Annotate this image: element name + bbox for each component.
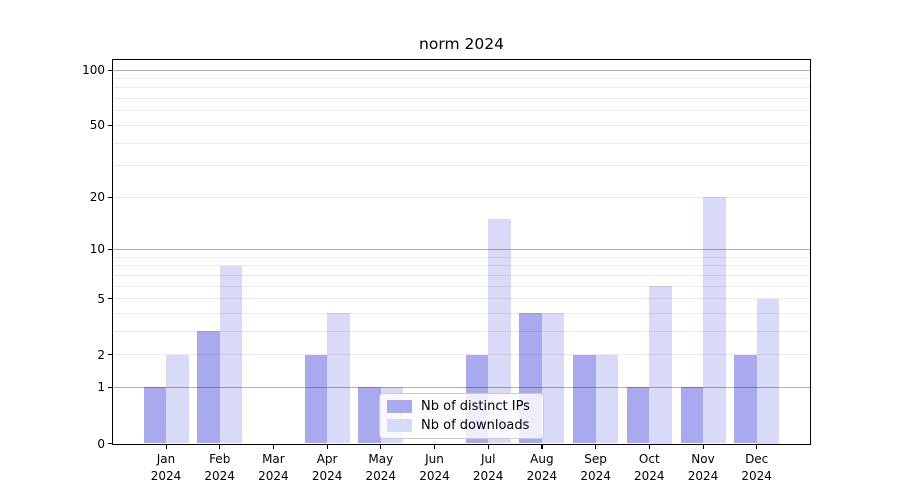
x-tick-mark-aug <box>541 445 543 449</box>
y-axis-tick-label-10: 10 <box>89 242 105 257</box>
bar-distinct-ips-jan <box>143 387 166 444</box>
x-axis-tick-label-jun: Jun 2024 <box>419 452 450 483</box>
gridline-y-30 <box>113 165 810 167</box>
x-axis-tick-label-mar: Mar 2024 <box>258 452 289 483</box>
bar-downloads-sep <box>595 354 619 444</box>
bar-distinct-ips-may <box>358 387 381 444</box>
x-axis-tick-label-oct: Oct 2024 <box>634 452 665 483</box>
chart-title: norm 2024 <box>419 35 504 53</box>
x-tick-mark-feb <box>219 445 221 449</box>
x-tick-mark-mar <box>272 445 275 449</box>
gridline-y-100 <box>113 69 810 71</box>
x-tick-mark-jul <box>487 445 489 449</box>
bar-distinct-ips-dec <box>734 354 757 444</box>
x-axis-tick-label-apr: Apr 2024 <box>311 452 343 483</box>
gridline-y-5 <box>113 298 810 299</box>
gridline-y-80 <box>113 87 810 89</box>
y-axis-tick-label-50: 50 <box>89 118 105 133</box>
y-axis-tick-label-100: 100 <box>82 63 105 77</box>
y-axis-tick-label-20: 20 <box>89 190 105 205</box>
y-tick-mark-10 <box>108 248 112 251</box>
bar-distinct-ips-oct <box>626 387 650 444</box>
x-tick-mark-nov <box>702 445 704 449</box>
legend: Nb of distinct IPs Nb of downloads <box>379 393 544 439</box>
legend-label-distinct-ips: Nb of distinct IPs <box>421 399 530 414</box>
bar-distinct-ips-apr <box>304 354 328 444</box>
y-tick-mark-2 <box>108 354 112 356</box>
y-axis-tick-label-5: 5 <box>97 291 105 306</box>
x-axis-tick-label-jan: Jan 2024 <box>150 452 182 483</box>
gridline-y-9 <box>113 256 810 258</box>
y-axis-tick-label-0: 0 <box>97 436 105 451</box>
gridline-y-70 <box>113 98 810 99</box>
x-axis-tick-label-dec: Dec 2024 <box>741 452 772 483</box>
x-tick-mark-oct <box>648 445 650 449</box>
bar-downloads-oct <box>649 286 672 444</box>
bar-downloads-jan <box>166 354 189 444</box>
gridline-y-50 <box>113 124 810 126</box>
y-tick-mark-1 <box>108 386 112 389</box>
bar-downloads-jul <box>488 219 511 444</box>
bar-downloads-nov <box>703 197 726 444</box>
bar-downloads-dec <box>756 298 780 444</box>
x-tick-mark-jan <box>165 445 167 449</box>
legend-label-downloads: Nb of downloads <box>421 418 530 433</box>
gridline-y-3 <box>113 330 810 332</box>
legend-swatch-distinct-ips <box>387 400 412 413</box>
x-axis-tick-label-sep: Sep 2024 <box>580 452 611 483</box>
x-tick-mark-apr <box>326 445 328 449</box>
gridline-y-40 <box>113 142 810 144</box>
legend-item-downloads: Nb of downloads <box>387 418 536 433</box>
gridline-y-10 <box>113 248 810 250</box>
gridline-y-4 <box>113 312 810 314</box>
legend-item-distinct-ips: Nb of distinct IPs <box>387 399 536 414</box>
bar-distinct-ips-nov <box>680 387 703 444</box>
gridline-y-6 <box>113 285 810 287</box>
y-tick-mark-5 <box>108 298 112 300</box>
legend-swatch-downloads <box>387 419 412 432</box>
x-axis-tick-label-nov: Nov 2024 <box>687 452 719 483</box>
gridline-y-8 <box>113 265 810 267</box>
gridline-y-1 <box>113 386 810 388</box>
y-tick-mark-0 <box>108 443 112 445</box>
x-tick-mark-jun <box>434 445 436 449</box>
x-tick-mark-may <box>380 445 382 449</box>
gridline-y-20 <box>113 196 810 198</box>
x-tick-mark-dec <box>756 445 758 449</box>
gridline-y-7 <box>113 274 810 276</box>
bar-distinct-ips-feb <box>197 331 220 444</box>
y-tick-mark-20 <box>108 196 112 198</box>
x-tick-mark-sep <box>595 445 597 449</box>
x-axis-tick-label-jul: Jul 2024 <box>472 452 504 483</box>
bar-downloads-aug <box>541 313 565 444</box>
gridline-y-2 <box>113 354 810 356</box>
y-tick-mark-50 <box>108 124 112 126</box>
bar-downloads-feb <box>219 265 243 444</box>
x-axis-tick-label-feb: Feb 2024 <box>204 452 235 483</box>
plot-area <box>112 59 811 445</box>
y-tick-mark-100 <box>108 69 112 71</box>
x-axis-tick-label-may: May 2024 <box>365 452 397 483</box>
y-axis-tick-label-2: 2 <box>97 347 105 362</box>
bar-downloads-apr <box>327 313 350 444</box>
bar-distinct-ips-sep <box>573 354 596 444</box>
y-axis-tick-label-1: 1 <box>97 380 105 395</box>
gridline-y-60 <box>113 110 810 112</box>
x-axis-tick-label-aug: Aug 2024 <box>526 452 558 483</box>
gridline-y-90 <box>113 77 810 79</box>
